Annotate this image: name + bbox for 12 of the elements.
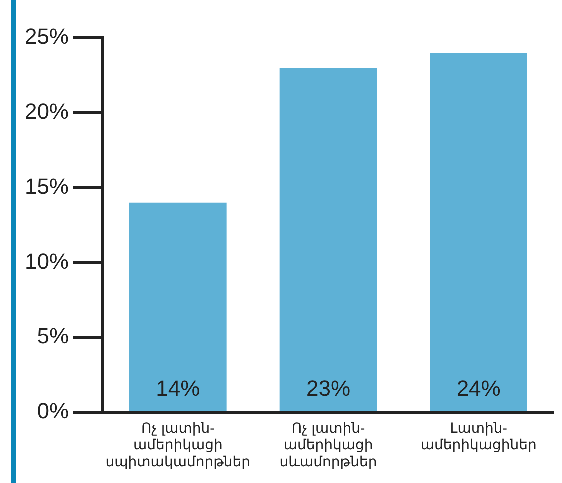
x-tick-label: Ոչ լատին- ամերիկացի սևամորթներ (280, 420, 378, 470)
data-label: 23% (306, 376, 351, 402)
y-tick-label: 15% (24, 174, 69, 199)
y-tick-label: 20% (24, 98, 69, 124)
y-tick-label: 25% (24, 24, 69, 50)
data-label: 14% (156, 376, 200, 402)
x-tick-label: Ոչ լատին- ամերիկացի սպիտակամորթներ (106, 420, 251, 470)
y-tick-label: 10% (24, 248, 69, 274)
y-tick-label: 0% (37, 398, 69, 424)
y-tick-label: 5% (37, 324, 69, 349)
x-tick-label: Լատին- ամերիկացիներ (420, 420, 537, 453)
data-label: 24% (456, 376, 501, 402)
